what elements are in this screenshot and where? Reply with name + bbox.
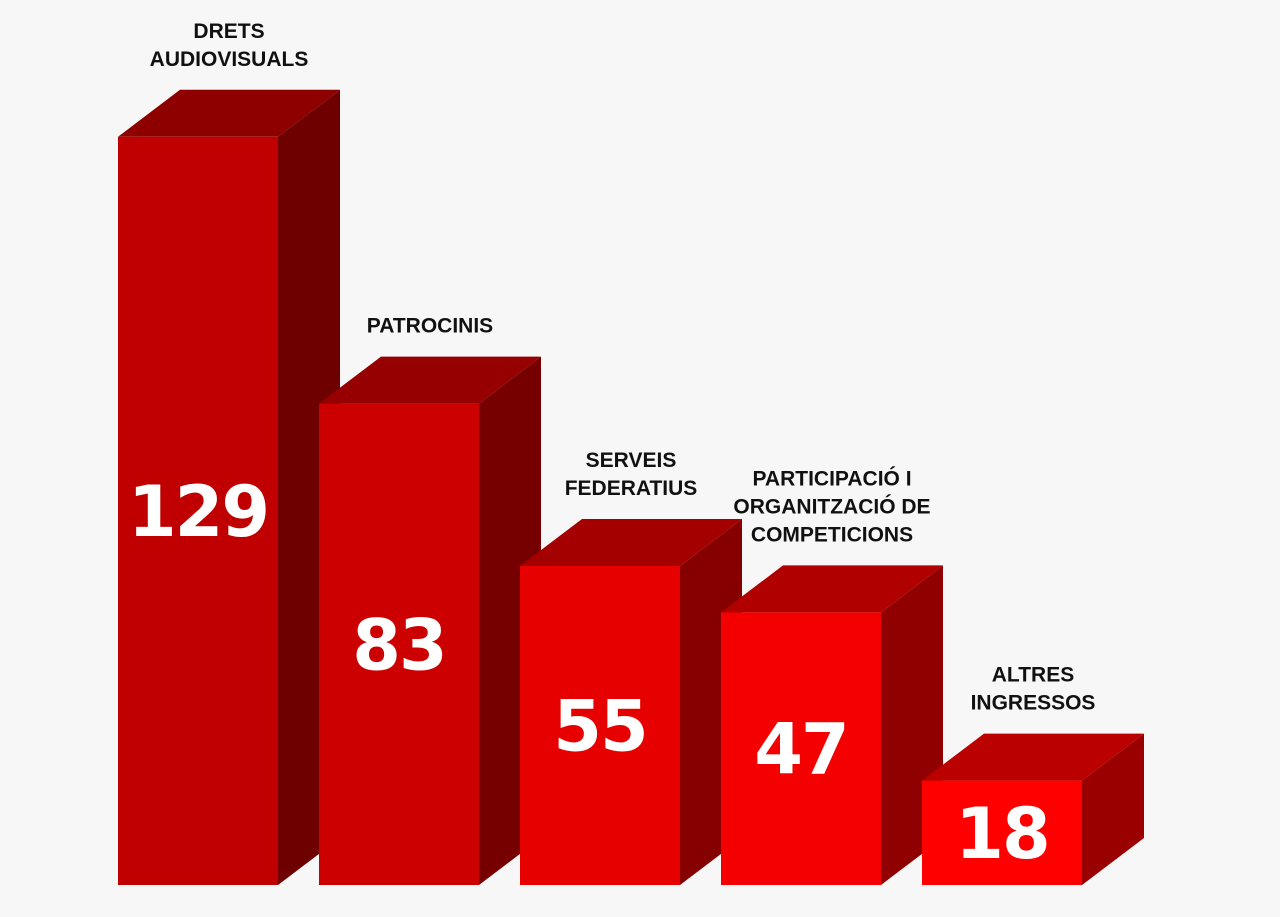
- category-label: ALTRES INGRESSOS: [971, 664, 1096, 715]
- data-label: 129: [128, 471, 268, 553]
- category-label: DRETS AUDIOVISUALS: [150, 20, 309, 71]
- bar-group: 47 PARTICIPACIÓ I ORGANITZACIÓ DE COMPETICI…: [721, 466, 943, 885]
- category-label-line: COMPETICIONS: [751, 523, 913, 546]
- category-label-line: PATROCINIS: [367, 315, 493, 338]
- data-label: 18: [955, 793, 1048, 875]
- category-label-line: PARTICIPACIÓ I: [752, 466, 911, 490]
- data-label: 83: [352, 604, 445, 686]
- category-label: PARTICIPACIÓ I ORGANITZACIÓ DE COMPETICION…: [733, 466, 930, 546]
- bar-group: 18 ALTRES INGRESSOS: [922, 664, 1144, 885]
- bar: [922, 780, 1082, 885]
- bar: [520, 566, 680, 885]
- category-label-line: SERVEIS: [586, 449, 677, 472]
- bar-group: 55 SERVEIS FEDERATIUS: [520, 449, 742, 885]
- category-label-line: DRETS: [193, 20, 264, 43]
- bar-side: [1082, 733, 1144, 885]
- category-label: SERVEIS FEDERATIUS: [565, 449, 698, 500]
- category-label-line: AUDIOVISUALS: [150, 48, 309, 71]
- bar-top: [118, 89, 340, 137]
- category-label-line: ALTRES: [992, 664, 1074, 687]
- category-label-line: FEDERATIUS: [565, 477, 698, 500]
- bar: [118, 136, 278, 886]
- category-label: PATROCINIS: [367, 315, 493, 338]
- bar-group: 129 DRETS AUDIOVISUALS: [118, 20, 340, 886]
- data-label: 55: [553, 686, 646, 768]
- bar-group: 83 PATROCINIS: [319, 315, 541, 886]
- bar: [721, 612, 881, 885]
- data-label: 47: [754, 709, 847, 791]
- category-label-line: ORGANITZACIÓ DE: [733, 494, 930, 518]
- category-label-line: INGRESSOS: [971, 692, 1096, 715]
- bar-top: [922, 733, 1144, 781]
- bar-top: [520, 519, 742, 566]
- bar-top: [319, 356, 541, 404]
- bar-top: [721, 565, 943, 613]
- bar: [319, 403, 479, 885]
